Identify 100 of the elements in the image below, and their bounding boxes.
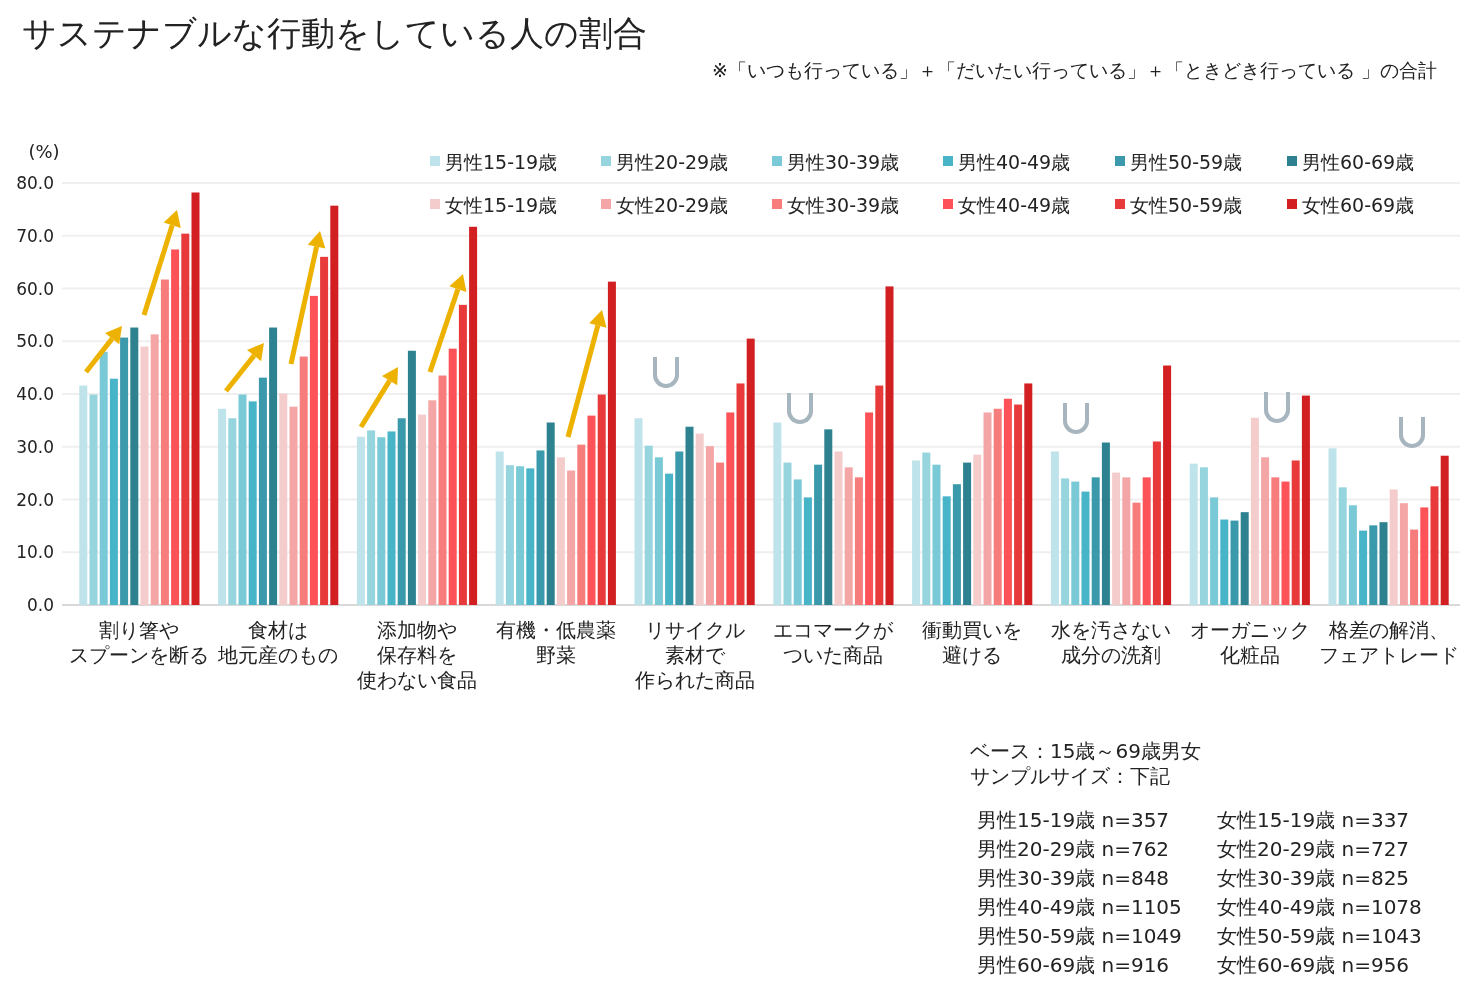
bar	[289, 406, 298, 605]
bar	[458, 304, 467, 605]
bar	[1261, 457, 1270, 605]
notes: ベース：15歳～69歳男女 サンプルサイズ：下記 男性15-19歳 n=357 男性20-29歳 n=762 男性30-39歳 n=848 男性40-49歳 n=1105 男性50-59歳 n=1049 男性60-69歳 n=916 女性15-19歳 n=337 女性20-29歳 n=727 女性30-39歳 n=825 女性40-49歳 n=1078 女性50-59歳 n=1043 女性60-69歳 n=956	[970, 739, 1422, 977]
bar	[912, 460, 921, 605]
y-tick-label: 70.0	[16, 225, 54, 246]
bar	[109, 378, 118, 605]
x-tick-label: オーガニック化粧品	[1189, 618, 1310, 667]
bar	[577, 444, 586, 605]
bar	[556, 457, 565, 605]
bar	[1430, 486, 1439, 605]
bar	[171, 249, 180, 605]
x-tick-label: 格差の解消、フェアトレード	[1318, 618, 1459, 667]
bar	[356, 436, 365, 605]
y-axis-title: (%)	[28, 141, 60, 162]
bar	[783, 462, 792, 605]
bar	[397, 418, 406, 605]
legend-label: 男性60-69歳	[1302, 151, 1415, 173]
bar	[685, 426, 694, 605]
x-tick-label: エコマークがついた商品	[773, 618, 895, 667]
bar	[1163, 365, 1172, 605]
bar	[181, 233, 190, 605]
bar	[407, 350, 416, 605]
bar	[330, 205, 339, 605]
bar	[377, 437, 386, 605]
bar	[665, 473, 674, 605]
bar	[803, 497, 812, 605]
bar	[597, 394, 606, 605]
x-tick-label: 有機・低農薬野菜	[495, 618, 616, 667]
bar	[1230, 520, 1239, 605]
bar	[675, 451, 684, 605]
bar	[1101, 442, 1110, 605]
bar	[130, 327, 139, 605]
bar	[932, 464, 941, 605]
bar	[140, 346, 149, 605]
bar	[526, 468, 535, 605]
y-tick-label: 80.0	[16, 173, 54, 193]
bar	[705, 446, 714, 605]
bar	[634, 418, 643, 605]
bar	[418, 414, 427, 605]
bar	[1091, 477, 1100, 605]
bar	[1240, 512, 1249, 605]
bar	[854, 477, 863, 605]
bar	[1271, 477, 1280, 605]
bar	[248, 401, 257, 605]
bar	[922, 452, 931, 605]
x-tick-label: 添加物や保存料を使わない食品	[357, 618, 477, 692]
legend-label: 男性15-19歳	[445, 151, 558, 173]
bar	[952, 484, 961, 605]
bar	[726, 412, 735, 605]
bar	[320, 256, 329, 605]
bar	[746, 338, 755, 605]
bar	[120, 337, 129, 605]
bar	[150, 334, 159, 605]
bar	[516, 466, 525, 605]
x-tick-label: 衝動買いを避ける	[922, 618, 1023, 667]
legend-label: 男性30-39歳	[787, 151, 900, 173]
bar	[1210, 497, 1219, 605]
y-tick-label: 40.0	[16, 384, 54, 404]
y-tick-label: 10.0	[16, 542, 54, 563]
y-tick-label: 30.0	[16, 436, 54, 457]
bar	[973, 454, 982, 605]
bar	[793, 479, 802, 605]
bar	[1050, 451, 1059, 605]
bar	[1189, 463, 1198, 605]
bar	[1003, 398, 1012, 605]
y-tick-label: 20.0	[16, 489, 54, 510]
bar	[1359, 530, 1368, 605]
bar	[438, 375, 447, 605]
bar	[309, 295, 318, 605]
bar	[773, 422, 782, 605]
bar	[1440, 455, 1449, 605]
bar	[1410, 529, 1419, 605]
legend-label: 男性40-49歳	[958, 151, 1071, 173]
bar	[505, 465, 514, 605]
bar	[942, 496, 951, 605]
bar	[428, 400, 437, 605]
bar	[536, 450, 545, 605]
bar	[644, 445, 653, 605]
bar	[983, 412, 992, 605]
bar	[1122, 477, 1131, 605]
bar	[885, 286, 894, 605]
bar	[1061, 478, 1070, 605]
bar	[299, 356, 308, 605]
bar	[1348, 505, 1357, 605]
bar	[448, 348, 457, 605]
bar	[1301, 395, 1310, 605]
chart-title: サステナブルな行動をしている人の割合	[22, 13, 647, 53]
bar	[99, 351, 108, 605]
chart-subtitle: ※「いつも行っている」＋「だいたい行っている」＋「ときどき行っている 」の合計	[712, 59, 1437, 81]
bar	[865, 412, 874, 605]
bar	[844, 467, 853, 605]
bar	[258, 377, 267, 605]
bar	[824, 429, 833, 605]
bar	[1152, 441, 1161, 605]
y-tick-label: 60.0	[16, 278, 54, 299]
bar	[695, 433, 704, 605]
bar	[567, 470, 576, 605]
bar	[1291, 460, 1300, 605]
bar	[269, 327, 278, 605]
